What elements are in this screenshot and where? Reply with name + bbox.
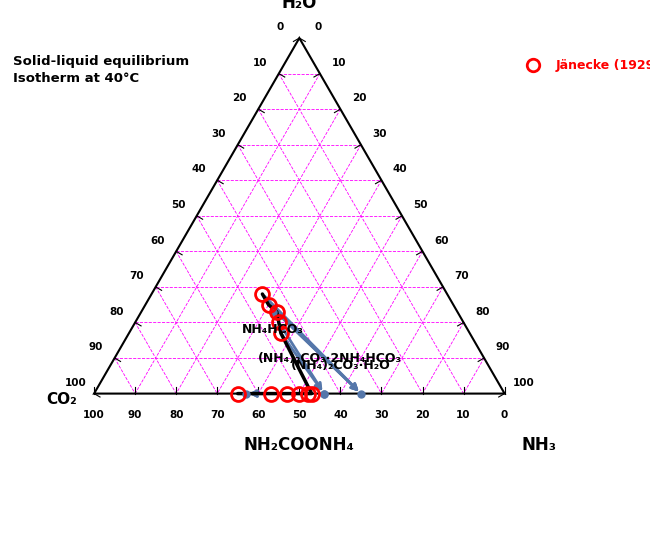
- Text: NH₄HCO₃: NH₄HCO₃: [242, 323, 304, 336]
- Text: 80: 80: [475, 307, 489, 317]
- Text: 100: 100: [64, 378, 86, 388]
- Text: 60: 60: [434, 236, 448, 246]
- Text: 40: 40: [393, 164, 408, 175]
- Text: H₂O: H₂O: [281, 0, 317, 12]
- Text: 0: 0: [501, 410, 508, 420]
- Text: 80: 80: [169, 410, 183, 420]
- Text: 0: 0: [315, 22, 322, 32]
- Text: (NH₄)₂CO₃·2NH₄HCO₃: (NH₄)₂CO₃·2NH₄HCO₃: [258, 352, 402, 365]
- Text: NH₃: NH₃: [522, 436, 556, 454]
- Text: 10: 10: [456, 410, 471, 420]
- Text: 50: 50: [171, 200, 185, 210]
- Text: 20: 20: [232, 93, 247, 104]
- Text: (NH₄)₂CO₃·H₂O: (NH₄)₂CO₃·H₂O: [291, 359, 391, 372]
- Text: 90: 90: [496, 342, 510, 352]
- Text: 40: 40: [191, 164, 206, 175]
- Text: 30: 30: [212, 129, 226, 139]
- Text: 80: 80: [109, 307, 124, 317]
- Text: 70: 70: [129, 271, 144, 281]
- Text: NH₂COONH₄: NH₂COONH₄: [244, 436, 355, 454]
- Text: 0: 0: [277, 22, 284, 32]
- Text: 100: 100: [83, 410, 105, 420]
- Text: 90: 90: [88, 342, 103, 352]
- Text: Solid-liquid equilibrium
Isotherm at 40°C: Solid-liquid equilibrium Isotherm at 40°…: [13, 55, 189, 86]
- Text: 20: 20: [415, 410, 430, 420]
- Text: Jänecke (1929): Jänecke (1929): [556, 59, 650, 72]
- Text: 70: 70: [210, 410, 224, 420]
- Text: 60: 60: [150, 236, 164, 246]
- Text: 50: 50: [292, 410, 307, 420]
- Text: 70: 70: [454, 271, 469, 281]
- Text: 100: 100: [512, 378, 534, 388]
- Text: 20: 20: [352, 93, 367, 104]
- Text: 60: 60: [251, 410, 266, 420]
- Text: 90: 90: [128, 410, 142, 420]
- Text: 50: 50: [413, 200, 428, 210]
- Text: 40: 40: [333, 410, 348, 420]
- Text: 10: 10: [253, 58, 267, 68]
- Text: 30: 30: [374, 410, 389, 420]
- Text: 10: 10: [332, 58, 346, 68]
- Text: CO₂: CO₂: [46, 392, 77, 407]
- Text: 30: 30: [372, 129, 387, 139]
